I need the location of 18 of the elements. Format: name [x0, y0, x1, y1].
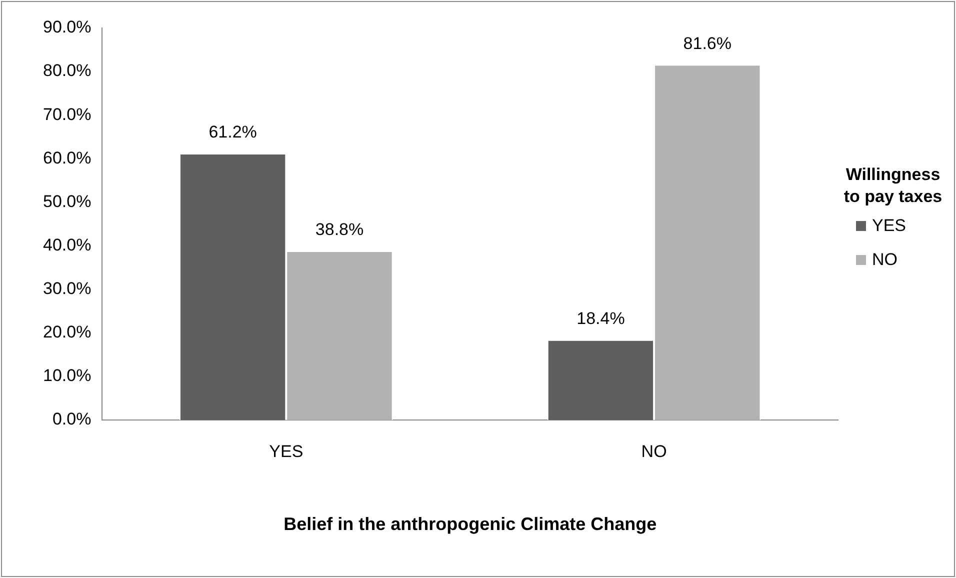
y-tick-label: 40.0% [43, 235, 92, 254]
y-tick-label: 10.0% [43, 366, 92, 386]
y-tick-label: 50.0% [43, 192, 92, 211]
legend-label: NO [872, 250, 898, 270]
y-tick-label: 30.0% [43, 279, 92, 298]
y-tick-label: 70.0% [43, 104, 92, 124]
legend-title: Willingness to pay taxes [842, 164, 944, 208]
data-label: 61.2% [208, 122, 257, 142]
y-tick-label: 20.0% [43, 322, 92, 342]
data-label: 18.4% [576, 309, 625, 328]
data-label: 81.6% [683, 34, 732, 53]
legend-label: YES [872, 216, 906, 236]
data-label: 38.8% [315, 220, 364, 240]
y-tick-label: 80.0% [43, 61, 92, 80]
y-tick-label: 60.0% [43, 148, 92, 168]
y-tick-label: 0.0% [52, 410, 92, 429]
x-axis-title: Belief in the anthropogenic Climate Change [284, 514, 657, 534]
y-tick-label: 90.0% [43, 18, 92, 37]
